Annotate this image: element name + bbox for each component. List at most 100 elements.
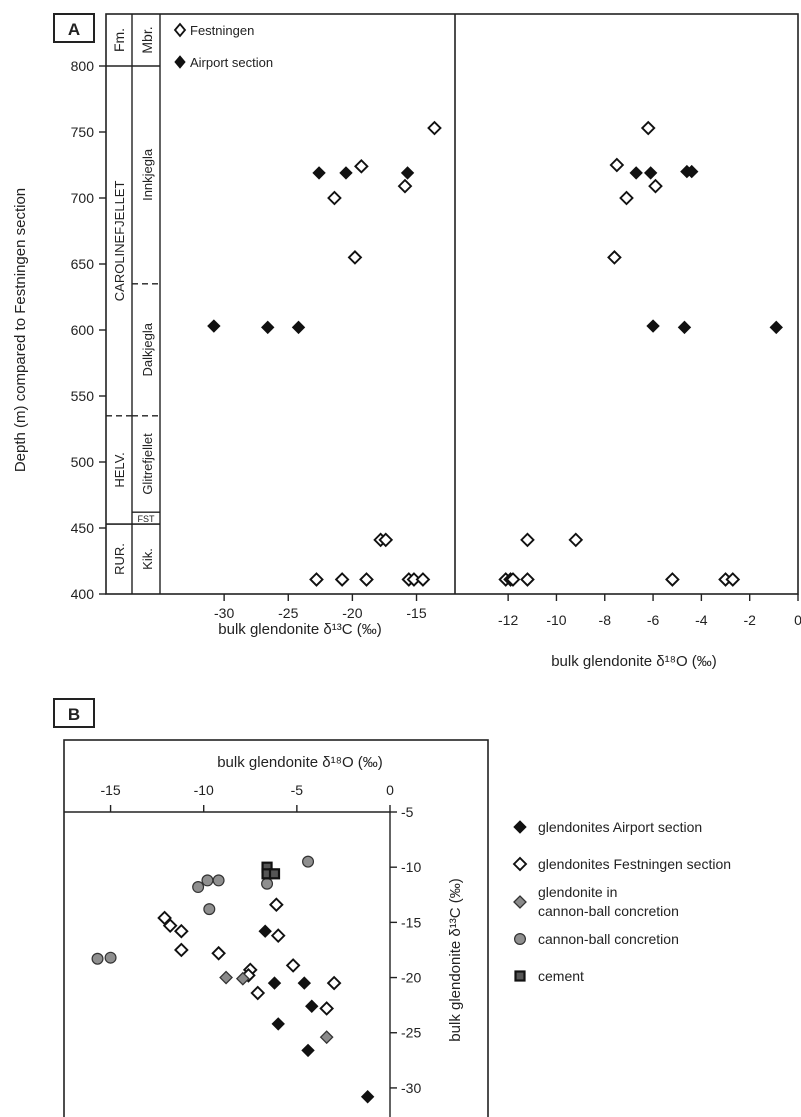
x-tick-label: -4 [695, 612, 708, 628]
formation-label: HELV. [112, 452, 127, 487]
x-tick-label: -12 [498, 612, 518, 628]
data-point [649, 180, 661, 192]
data-point [293, 321, 305, 333]
data-point [310, 573, 322, 585]
member-label: Glitrefjellet [140, 433, 155, 495]
data-point [313, 167, 325, 179]
legend-label-cement: cement [538, 968, 584, 984]
data-point [417, 573, 429, 585]
data-point [92, 953, 103, 964]
y-tick-label: 450 [71, 520, 95, 536]
data-point [321, 1031, 333, 1043]
data-point [678, 321, 690, 333]
legend-label-festningen: Festningen [190, 23, 254, 38]
panel-a: A Depth (m) compared to Festningen secti… [12, 14, 801, 670]
data-point [321, 1002, 333, 1014]
panel-b-x-axis-label: bulk glendonite δ¹⁸O (‰) [217, 754, 383, 771]
data-point [630, 167, 642, 179]
x-tick-label: -30 [214, 605, 234, 621]
legend-label-airport: Airport section [190, 55, 273, 70]
panel-b: B bulk glendonite δ¹⁸O (‰) bulk glendoni… [54, 699, 731, 1117]
data-point [611, 159, 623, 171]
data-point [608, 251, 620, 263]
x-tick-label: -5 [291, 782, 304, 798]
y-tick-label: -25 [401, 1025, 421, 1041]
y-tick-label: -5 [401, 804, 414, 820]
data-point [349, 251, 361, 263]
legend-marker-cbglend [514, 896, 526, 908]
data-point [302, 1044, 314, 1056]
data-point [303, 856, 314, 867]
panel-a-label: A [68, 20, 80, 39]
strat-fm-header: Fm. [111, 28, 127, 52]
x-tick-label: -25 [278, 605, 298, 621]
strat-mbr-header: Mbr. [139, 26, 155, 53]
y-tick-label: 400 [71, 586, 95, 602]
panel-b-legend: glendonites Airport section glendonites F… [514, 819, 731, 984]
data-point [328, 192, 340, 204]
data-point [770, 321, 782, 333]
data-point [362, 1091, 374, 1103]
y-tick-label: -30 [401, 1080, 421, 1096]
data-point [204, 904, 215, 915]
data-point [328, 977, 340, 989]
y-tick-label: 650 [71, 256, 95, 272]
data-point [262, 878, 273, 889]
panel-a-d13c-plot: -30 -25 -20 -15 [208, 122, 441, 621]
data-point [252, 987, 264, 999]
x-tick-label: 0 [386, 782, 394, 798]
panel-a-frame [106, 14, 798, 594]
data-point [521, 573, 533, 585]
data-point [175, 925, 187, 937]
y-tick-label: 550 [71, 388, 95, 404]
panel-a-y-axis: 400 450 500 550 600 650 700 750 800 [71, 58, 106, 602]
data-point [262, 321, 274, 333]
panel-b-points [92, 856, 374, 1102]
y-tick-label: -10 [401, 859, 421, 875]
legend-marker-festningen [514, 858, 526, 870]
member-label: Kik. [140, 548, 155, 570]
data-point [270, 869, 279, 878]
y-tick-label: 800 [71, 58, 95, 74]
legend-label-cbglend: cannon-ball concretion [538, 903, 679, 919]
data-point [361, 573, 373, 585]
data-point [105, 952, 116, 963]
data-point [666, 573, 678, 585]
panel-a-d13c-x-label: bulk glendonite δ¹³C (‰) [218, 621, 381, 638]
x-tick-label: 0 [794, 612, 801, 628]
y-tick-label: 600 [71, 322, 95, 338]
panel-b-label: B [68, 705, 80, 724]
legend-label-cbconc: cannon-ball concretion [538, 931, 679, 947]
y-tick-label: 500 [71, 454, 95, 470]
legend-marker-cement [516, 972, 525, 981]
panel-b-axes: -15 -10 -5 0 -5 -10 -15 -20 -25 -30 [100, 782, 421, 1096]
panel-a-d18o-plot: -12 -10 -8 -6 -4 -2 0 [498, 122, 801, 628]
data-point [355, 160, 367, 172]
data-point [306, 1000, 318, 1012]
data-point [298, 977, 310, 989]
data-point [647, 320, 659, 332]
y-tick-label: -20 [401, 970, 421, 986]
data-point [642, 122, 654, 134]
legend-marker-cbconc [515, 934, 526, 945]
panel-a-y-axis-label: Depth (m) compared to Festningen section [12, 188, 29, 472]
data-point [272, 930, 284, 942]
x-tick-label: -15 [406, 605, 426, 621]
data-point [645, 167, 657, 179]
panel-b-outer-frame [64, 740, 488, 1117]
data-point [521, 534, 533, 546]
data-point [287, 959, 299, 971]
x-tick-label: -6 [647, 612, 660, 628]
data-point [272, 1018, 284, 1030]
panel-a-legend: Festningen Airport section [175, 23, 273, 70]
member-label: Dalkjegla [140, 322, 155, 376]
data-point [220, 972, 232, 984]
x-tick-label: -10 [194, 782, 214, 798]
data-point [621, 192, 633, 204]
data-point [269, 977, 281, 989]
data-point [270, 899, 282, 911]
data-point [208, 320, 220, 332]
panel-b-y-axis-label: bulk glendonite δ¹³C (‰) [447, 878, 464, 1041]
legend-marker-airport [514, 821, 526, 833]
